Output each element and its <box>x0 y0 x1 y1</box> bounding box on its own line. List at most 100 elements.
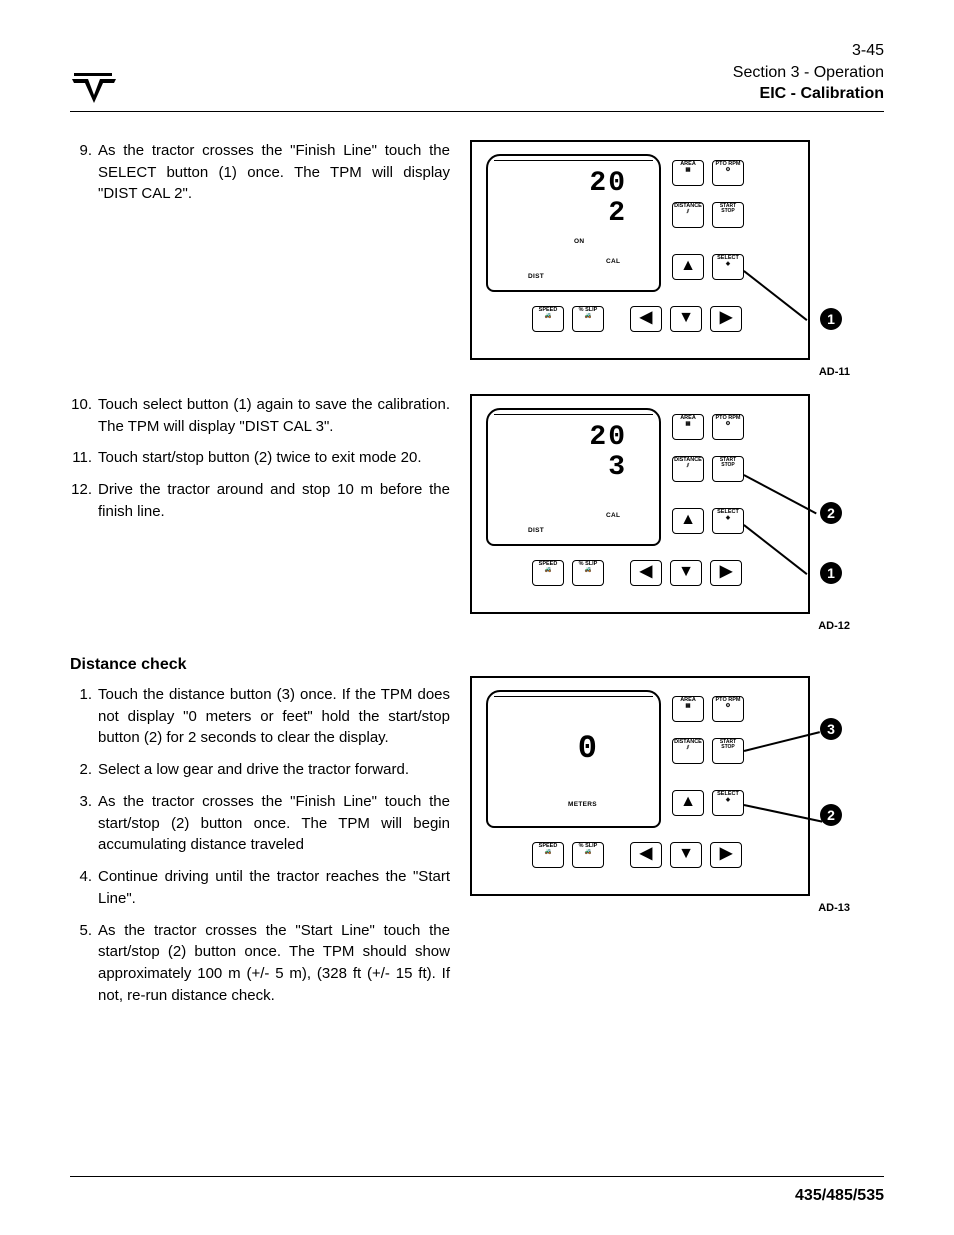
tpm-diagram-1: 20 2 ON CAL DIST AREA▦ PTO RPM⚙ DISTANCE… <box>470 140 810 360</box>
instruction-item: 3.As the tractor crosses the "Finish Lin… <box>70 791 450 856</box>
area-icon: ▦ <box>673 704 703 710</box>
pto-rpm-button: PTO RPM⚙ <box>712 414 744 440</box>
start-stop-button: STARTSTOP <box>712 456 744 482</box>
tractor-icon: 🚜 <box>573 314 603 320</box>
select-button: SELECT◈ <box>712 508 744 534</box>
right-arrow-button: ▶ <box>710 560 742 586</box>
arrow-up-icon: ▲ <box>680 257 696 274</box>
up-arrow-button: ▲ <box>672 790 704 816</box>
area-button: AREA▦ <box>672 696 704 722</box>
callout-line <box>744 524 808 574</box>
item-text: As the tractor crosses the "Finish Line"… <box>98 140 450 205</box>
tpm-screen: 20 2 ON CAL DIST <box>486 154 661 292</box>
instruction-item: 11.Touch start/stop button (2) twice to … <box>70 447 450 469</box>
arrow-right-icon: ▶ <box>720 563 732 580</box>
label-cal: CAL <box>606 512 620 519</box>
pto-rpm-button: PTO RPM⚙ <box>712 160 744 186</box>
instructions-block-2: 10.Touch select button (1) again to save… <box>70 394 450 632</box>
right-arrow-button: ▶ <box>710 842 742 868</box>
segment-display-top: 20 <box>589 168 627 199</box>
diamond-icon: ◈ <box>713 516 743 522</box>
item-number: 9. <box>70 140 98 205</box>
tpm-screen: 0 METERS <box>486 690 661 828</box>
diamond-icon: ◈ <box>713 262 743 268</box>
area-icon: ▦ <box>673 422 703 428</box>
start-stop-button: STARTSTOP <box>712 202 744 228</box>
label-dist: DIST <box>528 273 544 280</box>
content-row-3: Distance check 1.Touch the distance butt… <box>70 648 884 1017</box>
page-title: EIC - Calibration <box>733 83 884 105</box>
figure-label: AD-11 <box>470 366 850 378</box>
callout-1: 1 <box>820 308 842 330</box>
callout-2: 2 <box>820 804 842 826</box>
callout-line <box>744 270 808 320</box>
right-arrow-button: ▶ <box>710 306 742 332</box>
speed-button: SPEED🚜 <box>532 306 564 332</box>
down-arrow-button: ▼ <box>670 560 702 586</box>
instruction-item: 12.Drive the tractor around and stop 10 … <box>70 479 450 523</box>
area-button: AREA▦ <box>672 160 704 186</box>
area-icon: ▦ <box>673 168 703 174</box>
callout-line <box>744 474 817 514</box>
model-numbers: 435/485/535 <box>795 1187 884 1204</box>
select-button: SELECT◈ <box>712 790 744 816</box>
tpm-diagram-2: 20 3 CAL DIST AREA▦ PTO RPM⚙ DISTANCE⫽ S… <box>470 394 810 614</box>
instruction-item: 2.Select a low gear and drive the tracto… <box>70 759 450 781</box>
label-meters: METERS <box>568 801 597 808</box>
brand-logo-icon <box>70 73 118 105</box>
section-name: Section 3 - Operation <box>733 62 884 84</box>
gear-icon: ⚙ <box>713 168 743 174</box>
callout-1: 1 <box>820 562 842 584</box>
instructions-block-1: 9. As the tractor crosses the "Finish Li… <box>70 140 450 378</box>
page-number: 3-45 <box>733 40 884 62</box>
arrow-down-icon: ▼ <box>678 309 694 326</box>
up-arrow-button: ▲ <box>672 508 704 534</box>
gear-icon: ⚙ <box>713 704 743 710</box>
label-dist: DIST <box>528 527 544 534</box>
figure-2: 20 3 CAL DIST AREA▦ PTO RPM⚙ DISTANCE⫽ S… <box>470 394 884 632</box>
left-arrow-button: ◀ <box>630 306 662 332</box>
page-footer: 435/485/535 <box>70 1176 884 1205</box>
instruction-item: 10.Touch select button (1) again to save… <box>70 394 450 438</box>
distance-button: DISTANCE⫽ <box>672 456 704 482</box>
content-row-1: 9. As the tractor crosses the "Finish Li… <box>70 140 884 378</box>
callout-2: 2 <box>820 502 842 524</box>
slip-button: % SLIP🚜 <box>572 560 604 586</box>
tractor-icon: 🚜 <box>573 568 603 574</box>
gear-icon: ⚙ <box>713 422 743 428</box>
figure-label: AD-12 <box>470 620 850 632</box>
start-stop-button: STARTSTOP <box>712 738 744 764</box>
distance-check-heading: Distance check <box>70 656 450 674</box>
select-button: SELECT◈ <box>712 254 744 280</box>
distance-button: DISTANCE⫽ <box>672 202 704 228</box>
tpm-diagram-3: 0 METERS AREA▦ PTO RPM⚙ DISTANCE⫽ STARTS… <box>470 676 810 896</box>
slip-button: % SLIP🚜 <box>572 306 604 332</box>
segment-display-top: 20 <box>589 422 627 453</box>
instructions-block-3: Distance check 1.Touch the distance butt… <box>70 648 450 1017</box>
down-arrow-button: ▼ <box>670 842 702 868</box>
figure-1: 20 2 ON CAL DIST AREA▦ PTO RPM⚙ DISTANCE… <box>470 140 884 378</box>
left-arrow-button: ◀ <box>630 842 662 868</box>
tractor-icon: 🚜 <box>573 850 603 856</box>
page-header: 3-45 Section 3 - Operation EIC - Calibra… <box>70 40 884 112</box>
callout-3: 3 <box>820 718 842 740</box>
instruction-item: 4.Continue driving until the tractor rea… <box>70 866 450 910</box>
distance-icon: ⫽ <box>673 464 703 470</box>
segment-display-mid: 3 <box>608 452 627 483</box>
arrow-up-icon: ▲ <box>680 511 696 528</box>
speed-button: SPEED🚜 <box>532 560 564 586</box>
arrow-left-icon: ◀ <box>640 845 652 862</box>
distance-icon: ⫽ <box>673 210 703 216</box>
segment-display-center: 0 <box>578 730 599 767</box>
left-arrow-button: ◀ <box>630 560 662 586</box>
arrow-left-icon: ◀ <box>640 309 652 326</box>
header-text-block: 3-45 Section 3 - Operation EIC - Calibra… <box>733 40 884 105</box>
label-cal: CAL <box>606 258 620 265</box>
diamond-icon: ◈ <box>713 798 743 804</box>
arrow-right-icon: ▶ <box>720 845 732 862</box>
figure-label: AD-13 <box>470 902 850 914</box>
instruction-item: 9. As the tractor crosses the "Finish Li… <box>70 140 450 205</box>
speed-button: SPEED🚜 <box>532 842 564 868</box>
instruction-item: 1.Touch the distance button (3) once. If… <box>70 684 450 749</box>
pto-rpm-button: PTO RPM⚙ <box>712 696 744 722</box>
